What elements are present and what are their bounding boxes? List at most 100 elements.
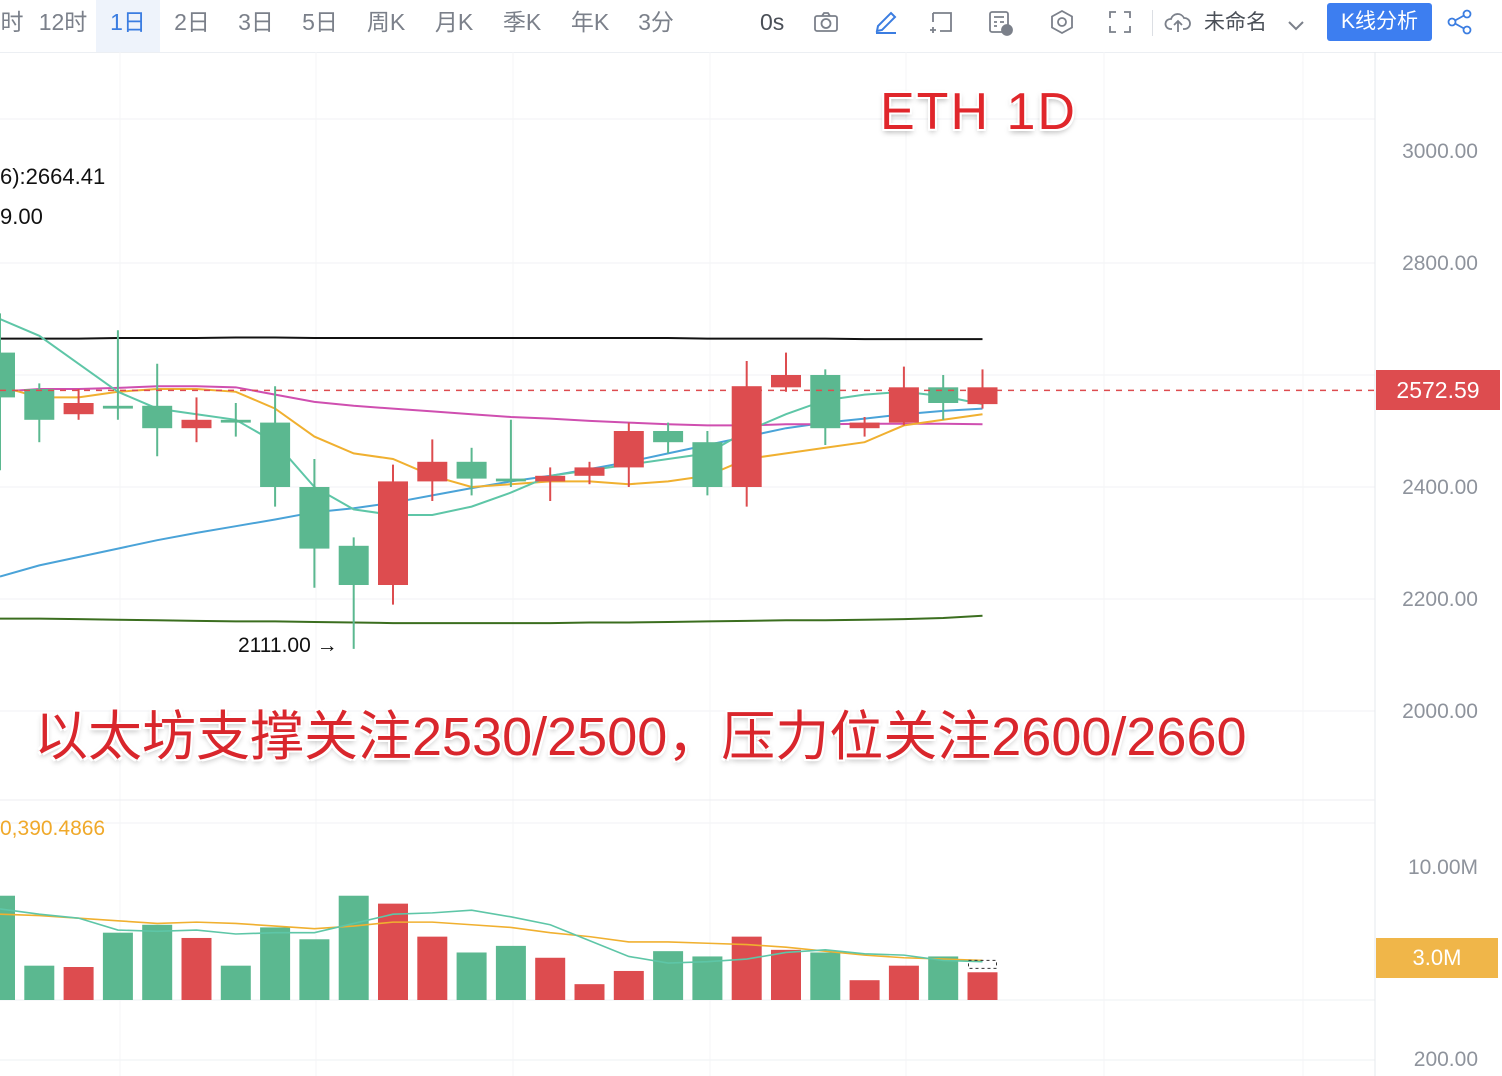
candle-body	[810, 375, 841, 429]
current-volume-marker	[968, 959, 997, 969]
price-axis-label: 2200.00	[1402, 588, 1478, 611]
toolbar-divider	[1152, 10, 1153, 36]
camera-icon[interactable]	[812, 8, 846, 38]
volume-bars	[0, 895, 998, 1000]
timeframe-tab[interactable]: 月K	[434, 9, 474, 35]
timeframe-tab[interactable]: 5日	[302, 9, 338, 35]
volume-bar	[967, 972, 998, 1000]
volume-bar	[849, 980, 880, 1000]
volume-bar	[181, 937, 212, 1000]
volume-bar	[260, 927, 291, 1000]
ma-line	[0, 385, 983, 489]
timeframe-tab[interactable]: 3日	[238, 9, 274, 35]
layout-name[interactable]: 未命名	[1204, 11, 1267, 34]
candle-body	[771, 375, 801, 388]
volume-ma-line	[0, 908, 983, 964]
grid	[0, 52, 1376, 1076]
ma-line	[0, 407, 983, 578]
ma-line	[0, 614, 983, 625]
volume-bar	[220, 965, 251, 1000]
share-icon[interactable]	[1446, 8, 1480, 38]
volume-ma-label: 0,390.4866	[0, 817, 106, 840]
cloud-upload-icon[interactable]	[1164, 8, 1198, 38]
kline-analysis-button[interactable]: K线分析	[1327, 3, 1432, 41]
candle-body	[928, 387, 959, 403]
candle-body	[888, 387, 919, 423]
candlestick-chart[interactable]	[0, 52, 1502, 1076]
volume-bar	[0, 895, 15, 1000]
last-volume-tag: 3.0M	[1376, 938, 1498, 978]
timeframe-tab[interactable]: 时	[0, 9, 24, 35]
timeframe-tab[interactable]: 季K	[502, 9, 542, 35]
fullscreen-icon[interactable]	[1106, 8, 1140, 38]
crop-icon[interactable]	[928, 8, 962, 38]
countdown-label: 0s	[760, 9, 785, 35]
volume-bar	[456, 952, 487, 1000]
low-price-marker: 2111.00 →	[238, 634, 338, 657]
timeframe-tab[interactable]: 12时	[38, 9, 88, 35]
volume-bar	[888, 965, 919, 1000]
volume-bar	[142, 924, 173, 1000]
timeframe-tab[interactable]: 3分	[638, 9, 674, 35]
price-axis-label: 3000.00	[1402, 140, 1478, 163]
candle-body	[967, 387, 998, 405]
pencil-icon[interactable]	[872, 8, 906, 38]
candle-body	[731, 386, 762, 487]
ma-line	[0, 336, 983, 341]
volume-bar	[653, 951, 684, 1000]
volume-bar	[495, 945, 526, 1000]
price-axis-label: 2000.00	[1402, 700, 1478, 723]
volume-bar	[24, 965, 55, 1000]
volume-bar	[417, 936, 448, 1000]
volume-bar	[299, 939, 330, 1000]
candle-body	[338, 545, 369, 585]
candle-body	[24, 389, 55, 420]
volume-bar	[63, 967, 94, 1000]
candles	[0, 313, 998, 649]
candle-body	[653, 431, 684, 443]
candle-body	[574, 467, 605, 476]
candle-body	[220, 419, 251, 423]
candle-body	[849, 422, 880, 429]
volume-bar	[378, 903, 408, 1000]
timeframe-tab[interactable]: 1日	[96, 0, 160, 52]
candle-body	[181, 419, 212, 429]
candle-body	[535, 475, 566, 482]
volume-bar	[574, 984, 605, 1000]
volume-bar	[771, 949, 801, 1000]
chart-annotation-title: ETH 1D	[880, 83, 1077, 141]
candle-body	[417, 461, 448, 482]
chart-annotation-note: 以太坊支撑关注2530/2500，压力位关注2600/2660	[34, 707, 1247, 767]
candle-body	[495, 478, 526, 482]
candle-body	[456, 461, 487, 479]
volume-bar	[535, 957, 566, 1000]
chart-toolbar: 时 12时 1日 2日 3日 5日 周K 月K 季K 年K 3分 0s 未命名 K线分析	[0, 0, 1502, 53]
ma-value-label: 6):2664.41	[0, 164, 106, 189]
candle-body	[0, 352, 15, 398]
volume-bar	[102, 932, 133, 1000]
chevron-down-icon[interactable]	[1282, 12, 1316, 42]
ma-value-label: 9.00	[0, 204, 43, 229]
volume-axis-label: 200.00	[1413, 1048, 1478, 1071]
timeframe-tab[interactable]: 2日	[174, 9, 210, 35]
last-price-tag: 2572.59	[1376, 370, 1500, 410]
volume-bar	[613, 970, 644, 1000]
volume-axis-label: 10.00M	[1407, 856, 1478, 879]
volume-ma-lines	[0, 908, 997, 969]
candle-body	[299, 487, 330, 549]
volume-bar	[810, 952, 841, 1000]
volume-bar	[928, 956, 959, 1000]
moving-average-lines	[0, 318, 983, 625]
calculator-icon[interactable]	[986, 8, 1020, 38]
timeframe-tab[interactable]: 年K	[570, 9, 610, 35]
candle-body	[260, 422, 291, 487]
price-axis-label: 2800.00	[1402, 252, 1478, 275]
timeframe-tab[interactable]: 周K	[366, 9, 406, 35]
volume-bar	[338, 895, 369, 1000]
volume-bar	[731, 936, 762, 1000]
candle-body	[63, 403, 94, 415]
candle-body	[378, 481, 408, 585]
volume-bar	[692, 956, 723, 1000]
candle-body	[613, 431, 644, 468]
settings-hex-icon[interactable]	[1048, 8, 1082, 38]
